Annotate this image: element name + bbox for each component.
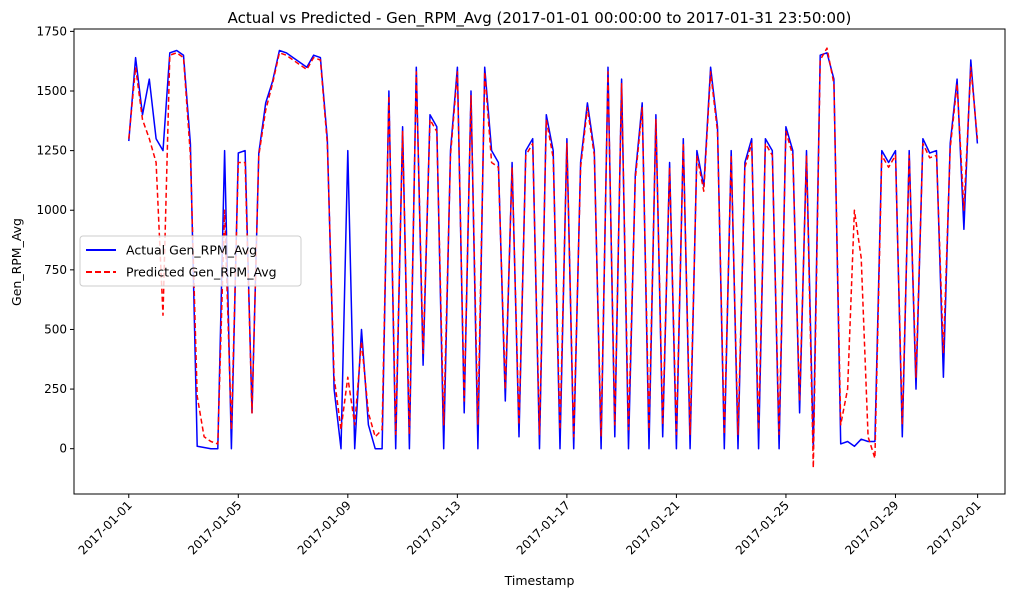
y-axis: 0 250 500 750 1000 1250 1500 1750: [36, 24, 74, 456]
y-tick-label: 1000: [36, 203, 67, 217]
plot-frame: [73, 28, 1006, 495]
y-tick-label: 500: [44, 322, 67, 336]
chart-title: Actual vs Predicted - Gen_RPM_Avg (2017-…: [228, 9, 852, 28]
y-tick-label: 0: [59, 442, 67, 456]
y-tick-label: 1250: [36, 144, 67, 158]
y-tick-label: 750: [44, 263, 67, 277]
legend-label-predicted: Predicted Gen_RPM_Avg: [126, 265, 277, 280]
y-axis-title: Gen_RPM_Avg: [9, 218, 24, 306]
x-axis-title: Timestamp: [504, 573, 575, 588]
legend-label-actual: Actual Gen_RPM_Avg: [126, 243, 257, 258]
y-tick-label: 250: [44, 382, 67, 396]
legend-box: [79, 235, 302, 287]
y-tick-label: 1750: [36, 24, 67, 38]
legend: Actual Gen_RPM_Avg Predicted Gen_RPM_Avg: [79, 235, 302, 287]
series-line-predicted: [128, 47, 979, 469]
y-tick-label: 1500: [36, 84, 67, 98]
series-layer: [128, 47, 979, 469]
